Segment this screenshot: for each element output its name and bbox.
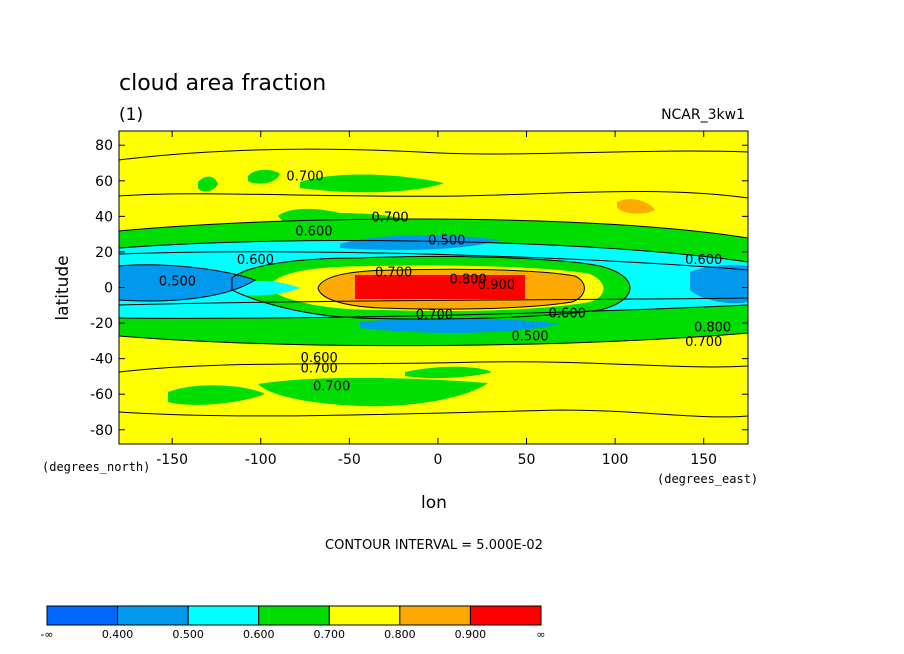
cyan-wedge — [232, 281, 300, 296]
contour-label: 0.700 — [685, 335, 722, 350]
contour-label: 0.800 — [694, 321, 731, 336]
colorbar-swatch — [46, 605, 119, 626]
contour-line — [119, 409, 748, 418]
contour-label: 0.600 — [295, 225, 332, 240]
colorbar-label: -∞ — [40, 628, 53, 641]
contour-label: 0.800 — [449, 273, 486, 288]
green-patch-60n-c — [198, 176, 218, 192]
contour-label: 0.700 — [286, 169, 323, 184]
x-tick-label: -150 — [156, 452, 188, 468]
colorbar-label: 0.700 — [314, 628, 346, 641]
green-patch-60n-b — [248, 169, 280, 184]
contour-line — [231, 255, 631, 320]
y-tick-label: 80 — [95, 138, 113, 154]
colorbar-swatch — [469, 605, 542, 626]
y-tick-label: -80 — [90, 423, 113, 439]
orange-spot-40n — [617, 199, 655, 214]
colorbar-legend: -∞ 0.400 0.500 0.600 0.700 0.800 0.900 ∞ — [40, 605, 546, 641]
y-axis: 80 60 40 20 0 -20 -40 -60 -80 — [90, 138, 748, 439]
green-patch-40s — [405, 366, 492, 379]
colorbar-swatch — [399, 605, 471, 626]
colorbar-swatch — [117, 605, 189, 626]
colorbar-label: 0.500 — [172, 628, 204, 641]
contour-line — [119, 361, 748, 373]
y-tick-label: 40 — [95, 209, 113, 225]
colorbar-label: ∞ — [536, 628, 545, 641]
green-patch-60s — [168, 385, 265, 405]
y-tick-label: -40 — [90, 352, 113, 368]
colorbar-label: 0.600 — [243, 628, 275, 641]
contour-label: 0.700 — [301, 362, 338, 377]
contour-label: 0.500 — [159, 274, 196, 289]
x-tick-label: -100 — [245, 452, 277, 468]
contour-label: 0.700 — [371, 210, 408, 225]
y-tick-label: 60 — [95, 174, 113, 190]
red-core — [355, 275, 525, 299]
colorbar-label: 0.400 — [102, 628, 134, 641]
x-tick-label: 150 — [690, 452, 717, 468]
x-axis-label: lon — [421, 493, 447, 513]
contour-line — [317, 268, 585, 310]
blue-lobe-east — [690, 264, 748, 304]
y-tick-label: -20 — [90, 316, 113, 332]
contour-line — [119, 148, 748, 161]
contour-label: 0.700 — [313, 379, 350, 394]
contour-label: 0.600 — [301, 351, 338, 366]
contour-label: 0.500 — [511, 330, 548, 345]
y-tick-label: 0 — [104, 281, 113, 297]
colorbar-swatch — [187, 605, 260, 626]
blue-lobe-north — [340, 235, 500, 250]
chart-title: cloud area fraction — [119, 71, 326, 96]
contour-line — [119, 218, 748, 239]
contour-line — [119, 332, 748, 347]
model-label: NCAR_3kw1 — [661, 107, 745, 123]
contour-line — [119, 297, 748, 306]
y-tick-label: 20 — [95, 245, 113, 261]
contour-label: 0.600 — [237, 253, 274, 268]
contour-line — [119, 304, 748, 319]
contour-interval-note: CONTOUR INTERVAL = 5.000E-02 — [325, 538, 543, 553]
x-tick-label: 0 — [433, 452, 442, 468]
y-axis-label: latitude — [53, 255, 73, 320]
contour-line — [119, 191, 748, 199]
blue-lobe-west — [119, 264, 255, 302]
contour-label: 0.700 — [416, 308, 453, 323]
blue-lobe-south — [360, 318, 560, 333]
colorbar-swatch — [328, 605, 401, 626]
x-tick-label: 100 — [602, 452, 629, 468]
contour-label: 0.600 — [549, 306, 586, 321]
x-tick-label: 50 — [518, 452, 536, 468]
contour-label: 0.900 — [478, 278, 515, 293]
contour-label: 0.700 — [375, 265, 412, 280]
contour-label: 0.500 — [428, 233, 465, 248]
contour-line — [119, 239, 748, 263]
contour-label: 0.600 — [685, 253, 722, 268]
colorbar-label: 0.900 — [455, 628, 487, 641]
colorbar-swatch — [258, 605, 330, 626]
green-patch-60s-b — [258, 377, 488, 407]
x-tick-label: -50 — [338, 452, 361, 468]
green-patch-60n — [300, 174, 444, 193]
contour-line — [119, 264, 257, 302]
contour-line — [119, 251, 748, 271]
colorbar-label: 0.800 — [384, 628, 416, 641]
x-units-label: (degrees_east) — [657, 472, 758, 486]
y-units-label: (degrees_north) — [42, 460, 150, 474]
x-axis: -150 -100 -50 0 50 100 150 — [156, 131, 717, 468]
y-tick-label: -60 — [90, 387, 113, 403]
chart-subtitle: (1) — [119, 105, 143, 125]
